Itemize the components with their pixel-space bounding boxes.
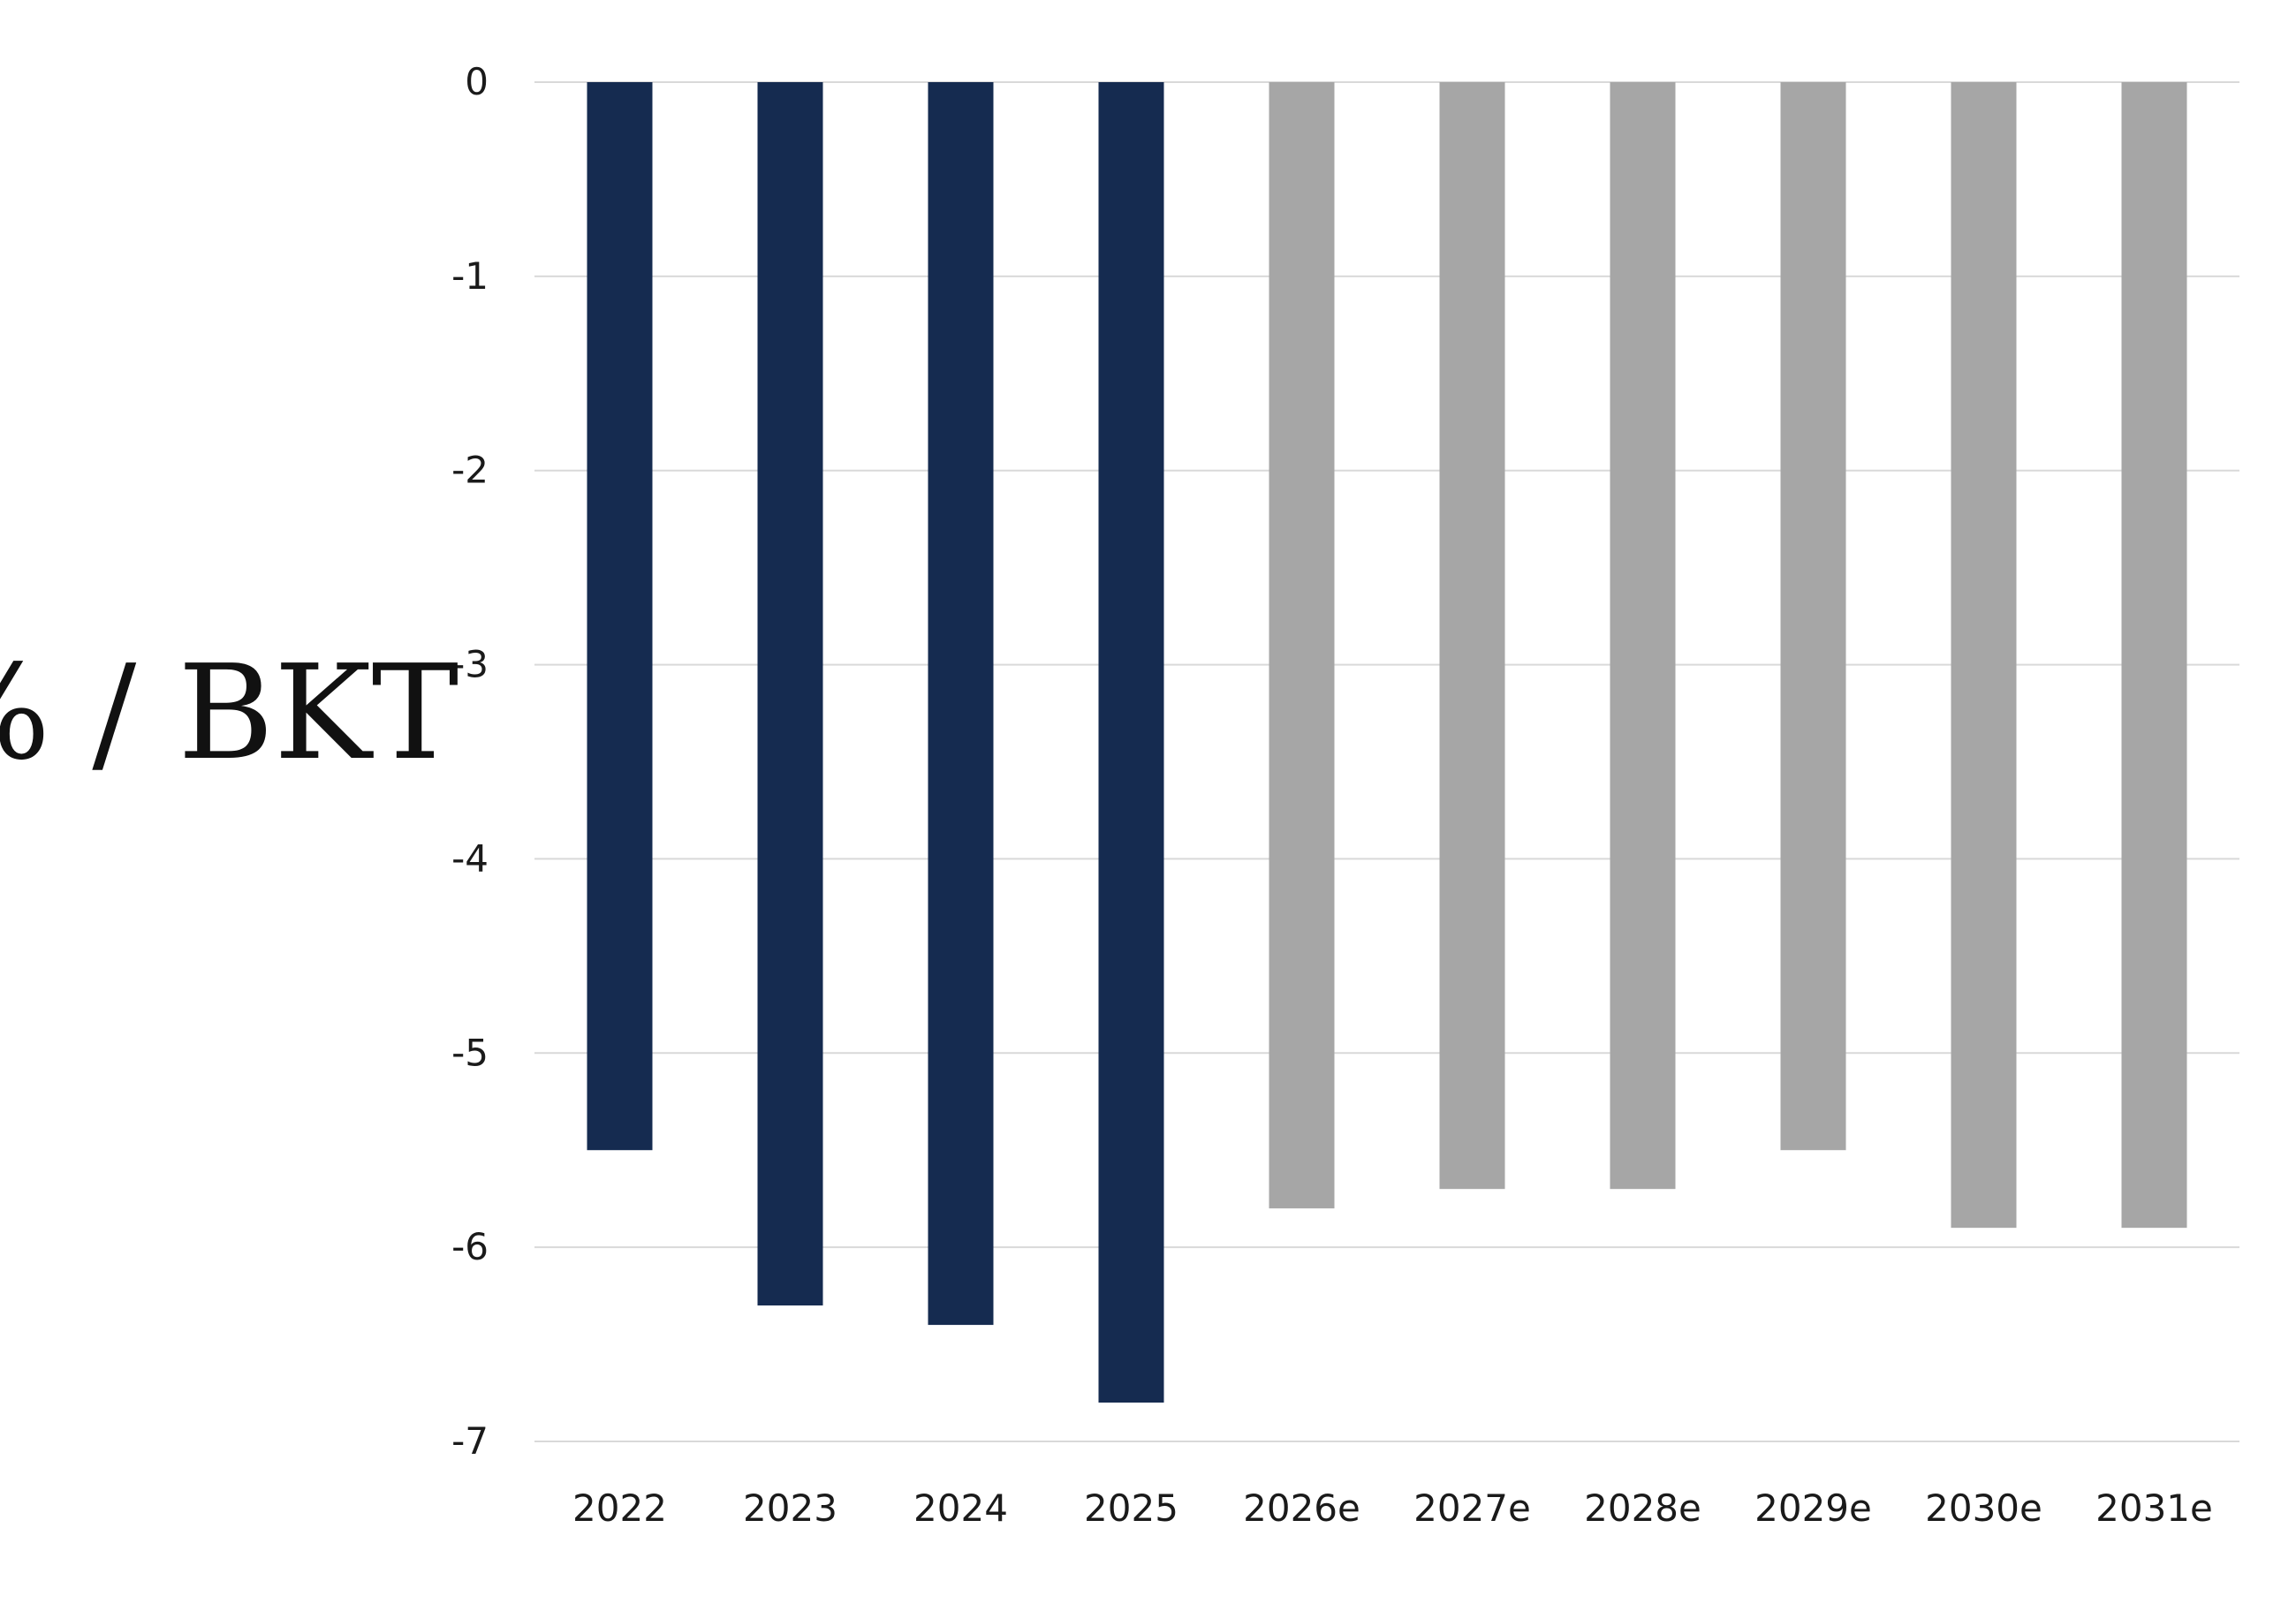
y-tick-label: -5 xyxy=(451,1031,489,1074)
bar-2031e xyxy=(2121,82,2187,1229)
bar-2024 xyxy=(928,82,994,1326)
y-axis-ticks: 0 -1 -2 -3 -4 -5 -6 -7 xyxy=(451,60,489,1463)
y-axis-label: % / BKT xyxy=(0,637,458,789)
x-tick-label: 2022 xyxy=(572,1486,667,1530)
bar-2029e xyxy=(1780,82,1846,1151)
x-tick-label: 2027e xyxy=(1413,1486,1531,1530)
bar-2026e xyxy=(1269,82,1335,1209)
x-tick-label: 2030e xyxy=(1925,1486,2042,1530)
y-tick-label: -1 xyxy=(451,254,489,298)
x-tick-label: 2024 xyxy=(913,1486,1008,1530)
x-tick-label: 2028e xyxy=(1584,1486,1701,1530)
bar-2030e xyxy=(1951,82,2017,1229)
y-tick-label: 0 xyxy=(465,60,489,103)
bar-2023 xyxy=(757,82,823,1306)
y-tick-label: -2 xyxy=(451,449,489,492)
y-tick-label: -6 xyxy=(451,1225,489,1268)
bar-2025 xyxy=(1098,82,1164,1403)
x-tick-label: 2031e xyxy=(2095,1486,2213,1530)
y-tick-label: -7 xyxy=(451,1419,489,1463)
bar-2027e xyxy=(1439,82,1505,1190)
x-tick-label: 2025 xyxy=(1084,1486,1178,1530)
y-tick-label: -3 xyxy=(451,643,489,686)
bars xyxy=(587,82,2187,1403)
bar-2028e xyxy=(1610,82,1676,1190)
x-tick-label: 2029e xyxy=(1754,1486,1872,1530)
y-tick-label: -4 xyxy=(451,836,489,880)
bar-2022 xyxy=(587,82,653,1151)
x-axis-ticks: 2022 2023 2024 2025 2026e 2027e 2028e 2029e 2030… xyxy=(572,1486,2213,1530)
x-tick-label: 2026e xyxy=(1243,1486,1360,1530)
x-tick-label: 2023 xyxy=(743,1486,837,1530)
